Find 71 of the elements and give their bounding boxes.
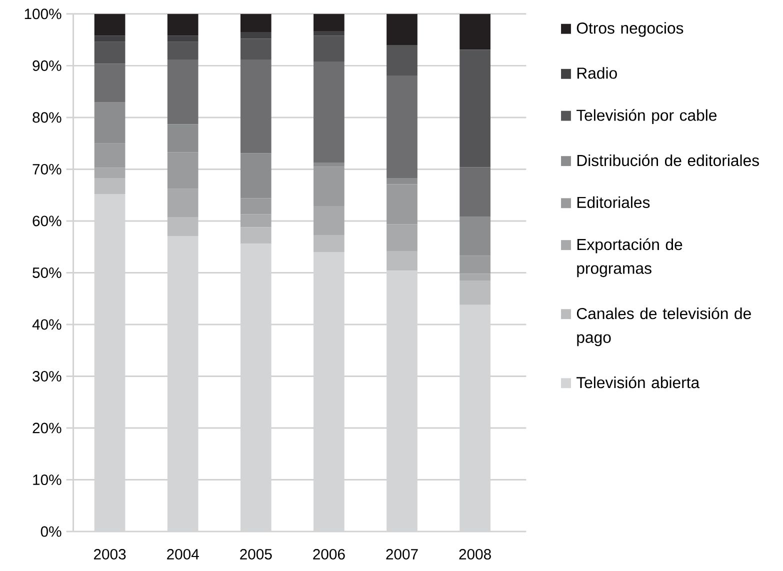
x-tick-label: 2003 xyxy=(94,548,126,560)
bar xyxy=(167,152,198,189)
bar xyxy=(240,198,272,214)
legend-label: Editoriales xyxy=(577,196,650,208)
y-tick-label: 90% xyxy=(32,60,62,71)
bar xyxy=(386,44,418,76)
bar xyxy=(314,14,344,31)
y-tick-label: 60% xyxy=(32,216,62,226)
legend-label: Radio xyxy=(577,66,617,79)
bar xyxy=(314,206,344,235)
bar xyxy=(167,14,198,36)
bar xyxy=(386,75,418,178)
bar xyxy=(240,152,272,198)
y-tick-label: 80% xyxy=(32,112,62,123)
bar xyxy=(94,63,126,102)
bar xyxy=(94,35,126,42)
x-tick-label: 2006 xyxy=(313,548,345,560)
bar xyxy=(167,188,198,218)
y-tick-label: 10% xyxy=(33,474,62,485)
bar xyxy=(460,280,490,305)
y-tick-label: 30% xyxy=(32,370,62,382)
bar xyxy=(240,214,272,228)
bar xyxy=(314,30,344,36)
bar xyxy=(460,14,490,50)
x-tick-label: 2007 xyxy=(386,548,418,560)
bar xyxy=(386,178,418,184)
legend-label: Televisión por cable xyxy=(576,108,717,124)
bar xyxy=(167,42,198,60)
bar xyxy=(386,250,418,270)
bar xyxy=(240,227,272,244)
bar xyxy=(386,184,418,224)
bar xyxy=(460,166,490,217)
bar xyxy=(94,42,126,64)
bar xyxy=(167,124,198,152)
bar xyxy=(94,102,126,144)
bar xyxy=(94,178,126,194)
y-tick-label: 0% xyxy=(40,526,62,537)
bar xyxy=(314,234,344,252)
bar xyxy=(240,59,272,153)
legend-label: Canales de televisión de pago xyxy=(576,307,751,346)
bar xyxy=(460,255,490,274)
bar xyxy=(314,166,344,206)
x-tick-label: 2008 xyxy=(459,548,491,560)
bar xyxy=(314,162,344,166)
bar xyxy=(386,224,418,251)
bar xyxy=(314,35,344,62)
bar xyxy=(460,274,490,280)
bar xyxy=(240,14,272,32)
y-tick-label: 40% xyxy=(32,319,62,330)
bar xyxy=(460,49,490,167)
bar xyxy=(167,59,198,124)
bar xyxy=(314,61,344,162)
x-tick-label: 2005 xyxy=(240,548,272,560)
bar xyxy=(460,216,490,256)
y-tick-label: 50% xyxy=(32,267,62,278)
y-tick-label: 20% xyxy=(32,422,62,434)
legend-label: Exportación de programas xyxy=(577,238,682,277)
bar xyxy=(167,217,198,236)
legend-label: Otros negocios xyxy=(576,22,684,37)
bar xyxy=(386,14,418,45)
bar xyxy=(240,32,272,39)
y-tick-label: 100% xyxy=(24,8,62,20)
legend-label: Televisión abierta xyxy=(576,376,700,388)
y-tick-label: 70% xyxy=(32,164,62,174)
bar xyxy=(94,14,126,36)
bar xyxy=(94,143,126,168)
legend-label: Distribución de editoriales xyxy=(577,154,759,166)
bar xyxy=(94,167,126,178)
bar xyxy=(167,35,198,42)
bar xyxy=(240,38,272,60)
x-tick-label: 2004 xyxy=(167,548,199,560)
